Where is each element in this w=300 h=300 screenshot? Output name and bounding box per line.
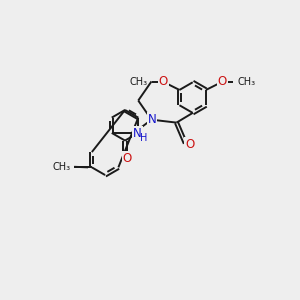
Text: CH₃: CH₃ xyxy=(238,77,256,87)
Text: O: O xyxy=(185,138,194,151)
Text: CH₃: CH₃ xyxy=(130,77,148,87)
Text: O: O xyxy=(123,152,132,165)
Text: CH₃: CH₃ xyxy=(52,162,71,172)
Text: O: O xyxy=(159,76,168,88)
Text: O: O xyxy=(218,76,227,88)
Text: N: N xyxy=(133,127,142,140)
Text: H: H xyxy=(140,133,148,143)
Text: N: N xyxy=(148,112,157,126)
